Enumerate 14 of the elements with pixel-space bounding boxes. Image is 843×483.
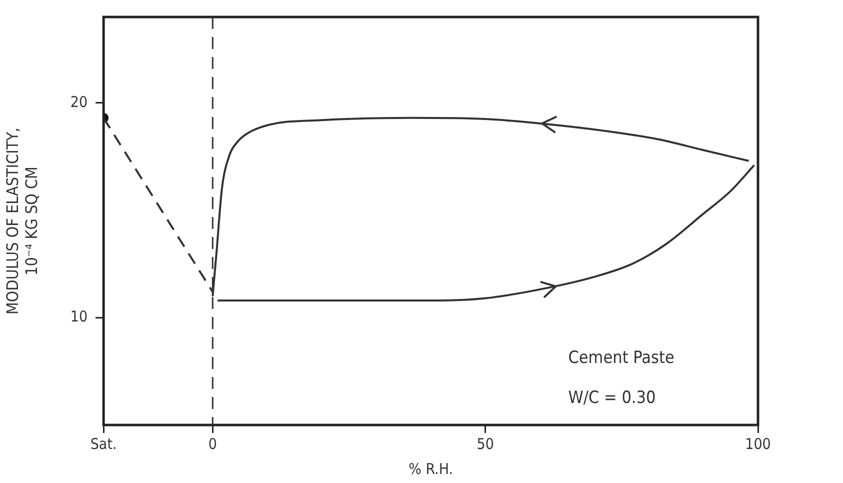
x-tick-label: 100	[745, 434, 771, 453]
annotation: Cement Paste	[568, 348, 674, 368]
x-tick-label: 50	[476, 434, 494, 453]
x-tick-label: 0	[208, 434, 217, 453]
x-axis-title: % R.H.	[408, 460, 453, 478]
text: 10⁻⁴ KG SQ CM	[22, 166, 41, 276]
y-tick-label: 20	[70, 92, 88, 111]
text: MODULUS OF ELASTICITY,	[2, 128, 22, 314]
line-series	[216, 164, 756, 302]
point	[541, 116, 558, 134]
y-tick-label: 10	[70, 308, 88, 326]
x-tick-label: Sat.	[90, 434, 117, 453]
annotation: W/C = 0.30	[568, 388, 656, 408]
point	[539, 280, 557, 298]
